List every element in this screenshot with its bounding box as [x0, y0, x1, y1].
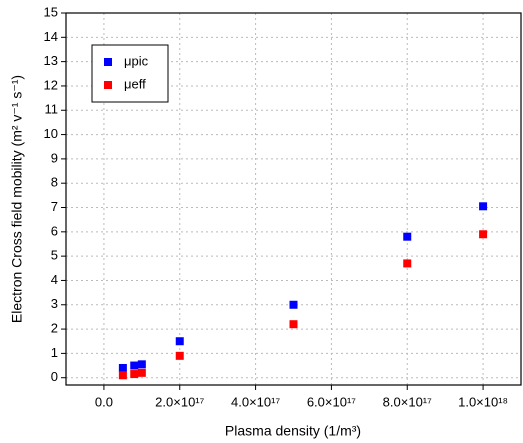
x-tick-label: 6.0×10¹⁷: [307, 394, 356, 409]
y-tick-label: 13: [44, 53, 58, 68]
point: [479, 230, 488, 239]
legend-box: [91, 44, 169, 103]
y-tick-label: 2: [51, 321, 58, 336]
point: [289, 300, 298, 309]
x-tick-label: 1.0×10¹⁸: [458, 394, 508, 409]
y-tick-label: 0: [51, 369, 58, 384]
x-axis-label: Plasma density (1/m³): [225, 423, 361, 439]
point: [479, 202, 488, 211]
point: [175, 337, 184, 346]
x-tick-label: 0.0: [95, 394, 113, 409]
y-tick-label: 8: [51, 175, 58, 190]
y-tick-label: 12: [44, 77, 58, 92]
legend-label: μpic: [124, 53, 149, 68]
y-tick-label: 4: [51, 272, 58, 287]
point: [130, 361, 139, 370]
y-tick-label: 10: [44, 126, 58, 141]
y-tick-label: 14: [44, 29, 58, 44]
point: [118, 371, 127, 380]
x-tick-label: 4.0×10¹⁷: [231, 394, 280, 409]
point: [118, 363, 127, 372]
y-tick-label: 3: [51, 296, 58, 311]
legend-swatch: [104, 58, 112, 66]
point: [403, 259, 412, 268]
x-tick-label: 8.0×10¹⁷: [383, 394, 432, 409]
y-tick-label: 5: [51, 248, 58, 263]
point: [137, 360, 146, 369]
plot-frame: [65, 12, 522, 386]
y-tick-label: 11: [45, 102, 59, 117]
y-tick-label: 1: [51, 345, 58, 360]
point: [130, 370, 139, 379]
legend-label: μeff: [124, 76, 146, 91]
y-tick-label: 15: [44, 4, 58, 19]
point: [137, 368, 146, 377]
y-tick-label: 7: [51, 199, 58, 214]
legend-swatch: [104, 81, 112, 89]
point: [175, 351, 184, 360]
x-tick-label: 2.0×10¹⁷: [155, 394, 204, 409]
y-tick-label: 9: [51, 150, 58, 165]
y-axis-label: Electron Cross field mobility (m² v⁻¹ s⁻…: [9, 75, 25, 323]
point: [289, 320, 298, 329]
point: [403, 232, 412, 241]
y-tick-label: 6: [51, 223, 58, 238]
